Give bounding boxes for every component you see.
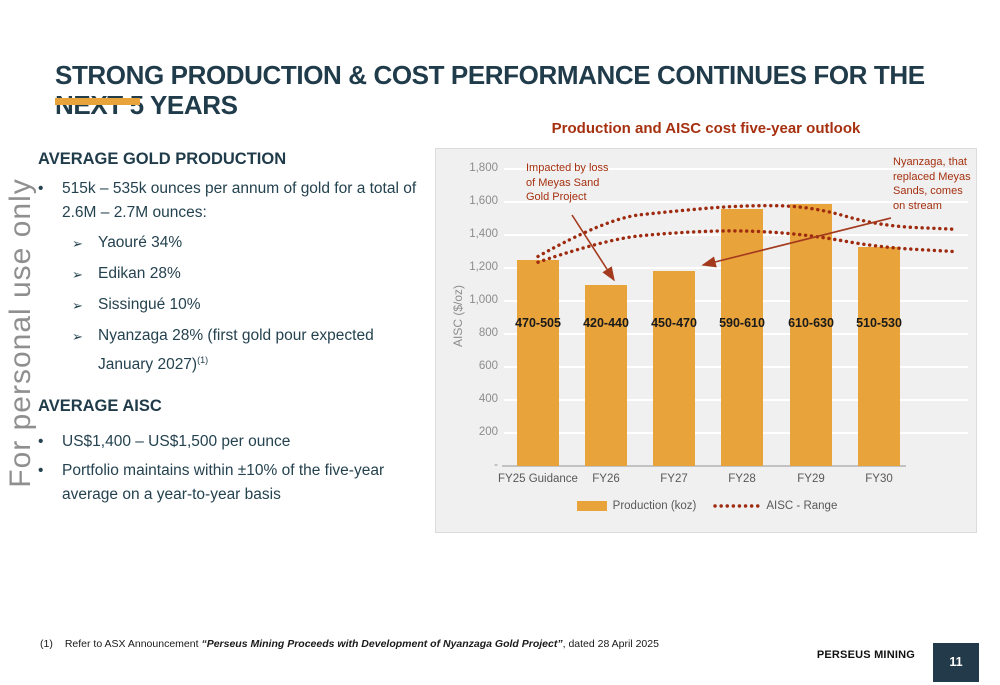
y-tick-label: 800 — [478, 327, 498, 339]
aisc-range-legend-dots-icon — [713, 504, 761, 508]
perseus-mining-logo: PERSEUS MINING — [816, 649, 915, 661]
gridline — [504, 168, 968, 170]
legend-item-production: Production (koz) — [576, 500, 697, 512]
production-bar — [721, 209, 763, 466]
bar-value-label: 450-470 — [651, 316, 697, 330]
chart-legend: Production (koz) AISC - Range — [436, 500, 978, 512]
sub-bullet-edikan: Edikan 28% — [98, 265, 181, 282]
y-axis-title: AISC ($/oz) — [451, 285, 465, 348]
footnote-marker: (1) — [40, 638, 53, 650]
y-tick-label: 200 — [478, 426, 498, 438]
bullet-dot: • — [38, 433, 44, 450]
aisc-bullet-2-text: Portfolio maintains within ±10% of the f… — [62, 462, 385, 503]
chart-title: Production and AISC cost five-year outlo… — [551, 120, 861, 137]
y-tick-label: 400 — [478, 393, 498, 405]
aisc-bullet-1: • US$1,400 – US$1,500 per ounce — [38, 430, 430, 454]
production-legend-swatch — [576, 501, 607, 511]
x-axis-label: FY28 — [728, 473, 756, 485]
y-tick-label: 1,600 — [469, 195, 498, 207]
footnote-text-pre: Refer to ASX Announcement — [64, 638, 202, 650]
footnote-text-post: , dated 28 April 2025 — [562, 638, 659, 650]
slide-title: STRONG PRODUCTION & COST PERFORMANCE CON… — [55, 60, 925, 120]
production-bullet: • 515k – 535k ounces per annum of gold f… — [38, 177, 430, 225]
x-axis-label: FY29 — [797, 473, 825, 485]
watermark-for-personal-use-only: For personal use only — [4, 178, 37, 488]
footnote-quote: “Perseus Mining Proceeds with Developmen… — [201, 638, 563, 650]
annotation-meyas-sand: Impacted by loss of Meyas Sand Gold Proj… — [526, 162, 609, 203]
legend-label-production: Production (koz) — [612, 500, 697, 512]
list-item: ➢ Edikan 28% — [72, 262, 432, 287]
annotation-arrow-meyas — [571, 214, 615, 282]
production-bar — [517, 259, 559, 466]
sub-bullet-yaoure: Yaouré 34% — [98, 234, 183, 251]
bullet-dot: • — [38, 462, 44, 479]
bar-value-label: 610-630 — [788, 316, 834, 330]
sub-bullet-sissingue: Sissingué 10% — [98, 296, 201, 313]
gridline — [504, 201, 968, 203]
annotation-nyanzaga: Nyanzaga, that replaced Meyas Sands, com… — [893, 156, 971, 212]
bullet-dot: • — [38, 180, 44, 197]
production-bar — [790, 203, 832, 466]
arrow-bullet-icon: ➢ — [72, 267, 83, 282]
bar-value-label: 470-505 — [515, 316, 561, 330]
y-tick-label: 1,200 — [469, 261, 498, 273]
list-item: ➢ Sissingué 10% — [72, 293, 432, 318]
page-number-badge: 11 — [933, 643, 979, 682]
aisc-bullet-2: • Portfolio maintains within ±10% of the… — [38, 459, 430, 507]
sub-bullet-nyanzaga: Nyanzaga 28% (first gold pour expected J… — [98, 327, 374, 374]
production-sub-bullets: ➢ Yaouré 34% ➢ Edikan 28% ➢ Sissingué 10… — [72, 231, 432, 383]
x-axis-label: FY26 — [592, 473, 620, 485]
footnote-reference: (1) — [197, 355, 209, 365]
x-axis-label: FY25 Guidance — [498, 473, 578, 485]
x-axis-line — [502, 465, 906, 467]
aisc-bullet-1-text: US$1,400 – US$1,500 per ounce — [62, 433, 291, 450]
y-tick-label: 1,800 — [469, 162, 498, 174]
slide-footnote: (1) Refer to ASX Announcement “Perseus Mi… — [40, 638, 659, 650]
bar-value-label: 420-440 — [583, 316, 629, 330]
arrow-bullet-icon: ➢ — [72, 236, 83, 251]
y-tick-label: 1,400 — [469, 228, 498, 240]
y-tick-label: 1,000 — [469, 294, 498, 306]
y-tick-label: 600 — [478, 360, 498, 372]
production-aisc-chart: AISC ($/oz) 1,800 1,600 1,400 1,200 1,000 800… — [435, 148, 977, 533]
production-section-heading: AVERAGE GOLD PRODUCTION — [38, 150, 287, 168]
list-item: ➢ Nyanzaga 28% (first gold pour expected… — [72, 324, 432, 377]
production-bullet-text: 515k – 535k ounces per annum of gold for… — [62, 180, 417, 221]
list-item: ➢ Yaouré 34% — [72, 231, 432, 256]
aisc-section-heading: AVERAGE AISC — [38, 397, 162, 415]
y-tick-label: - — [494, 459, 498, 471]
bar-value-label: 510-530 — [856, 316, 902, 330]
arrow-bullet-icon: ➢ — [72, 298, 83, 313]
bar-value-label: 590-610 — [719, 316, 765, 330]
title-underline-bar — [55, 98, 140, 105]
legend-label-aisc-range: AISC - Range — [766, 500, 838, 512]
production-bar — [585, 284, 627, 466]
x-axis-label: FY27 — [660, 473, 688, 485]
production-bar — [858, 246, 900, 466]
legend-item-aisc-range: AISC - Range — [712, 500, 837, 512]
arrow-bullet-icon: ➢ — [72, 329, 83, 344]
x-axis-label: FY30 — [865, 473, 893, 485]
production-bar — [653, 271, 695, 466]
